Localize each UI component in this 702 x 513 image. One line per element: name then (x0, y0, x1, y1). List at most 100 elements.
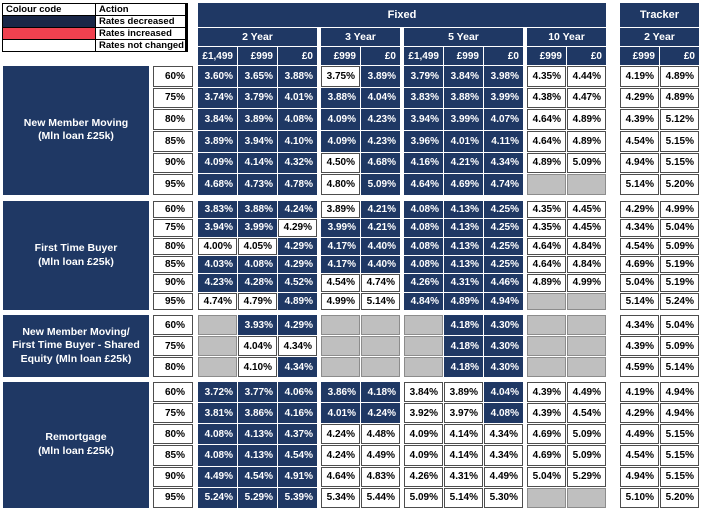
rate-cell: 4.24% (361, 403, 400, 424)
rate-cell: 4.35% (527, 201, 566, 219)
rate-cell: 3.89% (444, 382, 483, 403)
rate-cell: 4.01% (444, 130, 483, 152)
rate-cell: 3.83% (404, 87, 443, 109)
rate-cell: 4.74% (198, 292, 237, 310)
rate-cell: 4.91% (278, 466, 317, 487)
rate-cell: 4.17% (321, 256, 360, 274)
rate-cell: 4.21% (361, 201, 400, 219)
rate-cell: 4.80% (321, 174, 360, 195)
rate-cell: 5.09% (660, 237, 699, 255)
term-header: 10 Year (527, 28, 606, 46)
rate-cell: 3.99% (484, 87, 523, 109)
rate-cell: 3.88% (238, 201, 277, 219)
rate-cell: 5.09% (361, 174, 400, 195)
rate-cell: 5.12% (660, 109, 699, 130)
rate-cell: 4.13% (238, 424, 277, 445)
rate-cell: 4.31% (444, 466, 483, 487)
rate-cell: 4.09% (321, 130, 360, 152)
rate-cell: 4.84% (404, 292, 443, 310)
product-label-line: (Mln loan £25k) (38, 130, 114, 143)
rate-cell: 4.09% (404, 424, 443, 445)
rate-cell: 4.29% (620, 201, 659, 219)
rate-cell: 5.19% (660, 256, 699, 274)
rate-cell: 3.77% (238, 382, 277, 403)
rate-cell: 4.04% (484, 382, 523, 403)
rate-cell: 4.45% (567, 219, 606, 237)
term-header: 2 Year (198, 28, 317, 46)
rate-cell: 4.13% (444, 237, 483, 255)
rate-cell: 4.45% (567, 201, 606, 219)
rate-cell: 3.99% (238, 219, 277, 237)
rate-cell: 4.03% (198, 256, 237, 274)
rate-cell: 4.37% (278, 424, 317, 445)
rate-cell: 5.09% (567, 152, 606, 174)
rate-cell: 3.92% (404, 403, 443, 424)
fee-header: £0 (361, 47, 400, 65)
rate-cell: 4.54% (620, 130, 659, 152)
rate-cell: 4.50% (321, 152, 360, 174)
rate-cell: 4.89% (444, 292, 483, 310)
rate-cell: 5.29% (567, 466, 606, 487)
rate-cell: 4.34% (620, 315, 659, 335)
ltv-cell: 80% (153, 424, 193, 445)
ltv-cell: 95% (153, 292, 193, 310)
empty-cell (567, 487, 606, 508)
rate-cell: 5.15% (660, 466, 699, 487)
fee-header: £1,499 (404, 47, 443, 65)
ltv-cell: 75% (153, 219, 193, 237)
rate-cell: 4.44% (567, 66, 606, 87)
rate-cell: 3.84% (444, 66, 483, 87)
rate-cell: 3.94% (404, 109, 443, 130)
rate-cell: 4.94% (620, 466, 659, 487)
rate-cell: 3.88% (278, 66, 317, 87)
fee-header: £999 (620, 47, 659, 65)
rate-cell: 4.64% (527, 109, 566, 130)
fee-header: £0 (484, 47, 523, 65)
rate-cell: 5.09% (567, 424, 606, 445)
ltv-cell: 95% (153, 487, 193, 508)
rate-cell: 5.14% (620, 174, 659, 195)
rate-cell: 5.30% (484, 487, 523, 508)
rate-cell: 3.65% (238, 66, 277, 87)
rate-cell: 4.94% (660, 382, 699, 403)
fee-header: £999 (238, 47, 277, 65)
rate-cell: 4.17% (321, 237, 360, 255)
rate-cell: 4.23% (361, 109, 400, 130)
rate-cell: 4.25% (484, 256, 523, 274)
ltv-cell: 60% (153, 315, 193, 335)
rate-cell: 4.25% (484, 237, 523, 255)
rate-cell: 4.54% (620, 237, 659, 255)
rate-cell: 4.83% (361, 466, 400, 487)
rate-cell: 5.04% (620, 274, 659, 292)
rate-cell: 5.15% (660, 424, 699, 445)
rate-cell: 4.54% (620, 445, 659, 466)
ltv-cell: 90% (153, 466, 193, 487)
product-label-line: (Mln loan £25k) (38, 444, 114, 457)
empty-cell (361, 357, 400, 377)
rate-cell: 4.78% (278, 174, 317, 195)
product-label-line: Equity (Mln loan £25k) (20, 352, 132, 365)
rate-cell: 4.52% (278, 274, 317, 292)
rate-cell: 4.25% (484, 201, 523, 219)
rate-cell: 4.01% (278, 87, 317, 109)
ltv-cell: 85% (153, 256, 193, 274)
rate-cell: 4.34% (620, 219, 659, 237)
rate-cell: 5.24% (198, 487, 237, 508)
rate-cell: 4.21% (444, 152, 483, 174)
ltv-cell: 85% (153, 130, 193, 152)
rate-cell: 4.13% (444, 219, 483, 237)
rate-cell: 4.10% (238, 357, 277, 377)
rate-cell: 4.07% (484, 109, 523, 130)
rate-cell: 3.86% (238, 403, 277, 424)
product-block: New Member Moving/First Time Buyer - Sha… (3, 315, 699, 377)
rate-cell: 4.47% (567, 87, 606, 109)
table-header: Fixed Tracker 2 Year 2 Year £1,499 £999 £0 3… (3, 3, 699, 65)
rate-cell: 4.26% (404, 466, 443, 487)
rate-cell: 3.98% (484, 66, 523, 87)
rate-cell: 5.14% (361, 292, 400, 310)
rate-cell: 4.30% (484, 315, 523, 335)
empty-cell (567, 174, 606, 195)
rate-cell: 5.19% (660, 274, 699, 292)
empty-cell (361, 315, 400, 335)
rate-cell: 4.64% (321, 466, 360, 487)
